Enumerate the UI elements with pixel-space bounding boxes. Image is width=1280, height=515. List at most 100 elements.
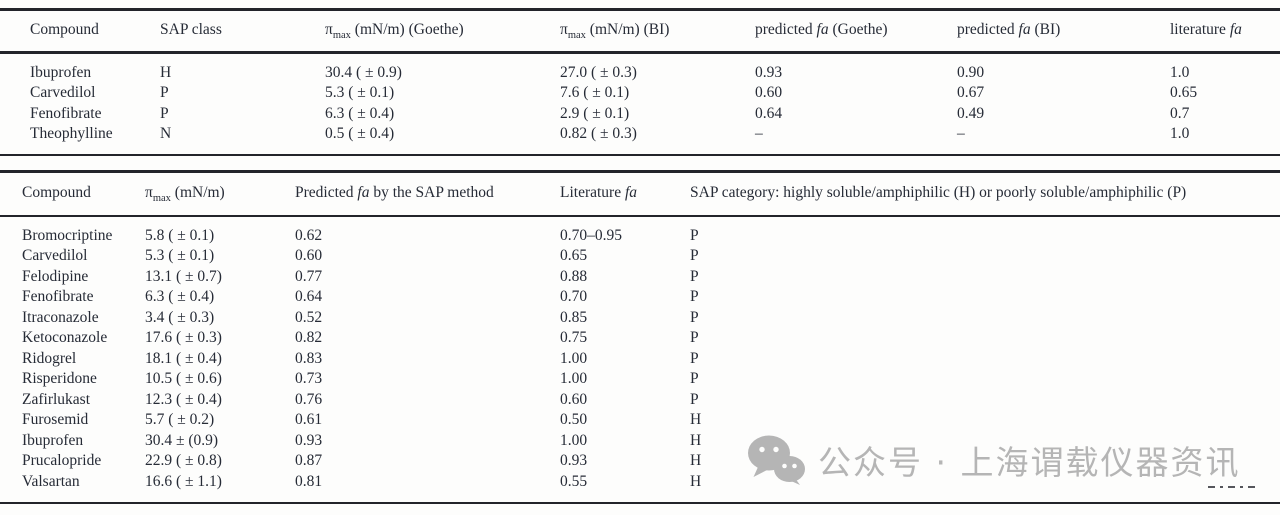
table1-header: Compound SAP class πmax (mN/m) (Goethe) …	[0, 9, 1280, 54]
cell-sap: P	[690, 349, 699, 367]
cell-fa-pred: 0.73	[295, 370, 323, 387]
cell-fa-lit: 1.00	[560, 370, 588, 387]
cell-compound: Ibuprofen	[22, 431, 84, 449]
cell-compound: Fenofibrate	[22, 288, 94, 305]
cell-fa-bi: 0.90	[957, 63, 985, 81]
table-header-row: Compound SAP class πmax (mN/m) (Goethe) …	[0, 9, 1280, 54]
cell-sap: P	[690, 247, 699, 264]
cell-fa-lit: 1.0	[1170, 125, 1190, 142]
cell-sap: P	[690, 308, 699, 326]
cell-compound: Zafirlukast	[22, 390, 91, 408]
table-row: Theophylline N 0.5 ( ± 0.4) 0.82 ( ± 0.3) – –…	[0, 124, 1280, 155]
rule-dash-artifact	[1208, 486, 1256, 488]
col-header-literature-fa: Literature fa	[560, 171, 690, 217]
col-header-literature-fa: literature fa	[1170, 9, 1280, 54]
cell-pi-bi: 2.9 ( ± 0.1)	[560, 104, 630, 122]
cell-pi-goethe: 0.5 ( ± 0.4)	[325, 125, 395, 142]
cell-fa-lit: 0.75	[560, 329, 588, 346]
cell-fa-goethe: 0.60	[755, 84, 783, 101]
cell-pi-bi: 7.6 ( ± 0.1)	[560, 84, 630, 101]
cell-compound: Fenofibrate	[30, 104, 102, 122]
table-row: Ibuprofen 30.4 ± (0.9) 0.93 1.00 H	[0, 431, 1280, 452]
cell-sap: P	[690, 226, 699, 244]
cell-compound: Bromocriptine	[22, 226, 113, 244]
cell-compound: Felodipine	[22, 267, 89, 285]
cell-compound: Ridogrel	[22, 349, 77, 367]
table-row: Risperidone 10.5 ( ± 0.6) 0.73 1.00 P	[0, 369, 1280, 390]
cell-pi-max: 6.3 ( ± 0.4)	[145, 288, 215, 305]
cell-fa-pred: 0.64	[295, 288, 323, 305]
cell-fa-pred: 0.76	[295, 390, 323, 408]
cell-sap: P	[690, 329, 699, 346]
table-row: Furosemid 5.7 ( ± 0.2) 0.61 0.50 H	[0, 410, 1280, 431]
cell-pi-max: 10.5 ( ± 0.6)	[145, 370, 222, 387]
cell-fa-lit: 0.93	[560, 452, 588, 469]
cell-fa-lit: 0.50	[560, 411, 588, 428]
cell-fa-pred: 0.87	[295, 452, 323, 469]
cell-sap: P	[690, 267, 699, 285]
cell-compound: Carvedilol	[22, 247, 88, 264]
cell-fa-lit: 1.0	[1170, 63, 1190, 81]
cell-pi-max: 3.4 ( ± 0.3)	[145, 308, 215, 326]
cell-compound: Itraconazole	[22, 308, 99, 326]
cell-fa-pred: 0.82	[295, 329, 323, 346]
cell-compound: Furosemid	[22, 411, 89, 428]
table1-body: Ibuprofen H 30.4 ( ± 0.9) 27.0 ( ± 0.3) 0.93…	[0, 52, 1280, 155]
table-row: Ketoconazole 17.6 ( ± 0.3) 0.82 0.75 P	[0, 328, 1280, 349]
cell-fa-lit: 1.00	[560, 349, 588, 367]
table-row: Fenofibrate 6.3 ( ± 0.4) 0.64 0.70 P	[0, 287, 1280, 308]
cell-fa-lit: 0.7	[1170, 104, 1190, 122]
cell-sap-class: P	[160, 84, 169, 101]
table-row: Felodipine 13.1 ( ± 0.7) 0.77 0.88 P	[0, 267, 1280, 288]
cell-sap-class: P	[160, 104, 169, 122]
cell-sap: H	[690, 472, 702, 490]
table-header-row: Compound πmax (mN/m) Predicted fa by the…	[0, 171, 1280, 217]
cell-compound: Theophylline	[30, 125, 113, 142]
cell-pi-max: 17.6 ( ± 0.3)	[145, 329, 222, 346]
cell-compound: Valsartan	[22, 472, 80, 490]
table-row: Valsartan 16.6 ( ± 1.1) 0.81 0.55 H	[0, 472, 1280, 504]
cell-fa-goethe: 0.64	[755, 104, 783, 122]
cell-pi-goethe: 5.3 ( ± 0.1)	[325, 84, 395, 101]
table-row: Carvedilol P 5.3 ( ± 0.1) 7.6 ( ± 0.1) 0.60 0…	[0, 83, 1280, 104]
table-row: Zafirlukast 12.3 ( ± 0.4) 0.76 0.60 P	[0, 390, 1280, 411]
table-row: Prucalopride 22.9 ( ± 0.8) 0.87 0.93 H	[0, 451, 1280, 472]
cell-sap-class: N	[160, 125, 172, 142]
cell-compound: Ibuprofen	[30, 63, 92, 81]
cell-compound: Ketoconazole	[22, 329, 108, 346]
cell-pi-max: 12.3 ( ± 0.4)	[145, 390, 222, 408]
cell-compound: Carvedilol	[30, 84, 96, 101]
cell-sap: H	[690, 452, 702, 469]
col-header-compound: Compound	[0, 171, 145, 217]
cell-sap-class: H	[160, 63, 172, 81]
col-header-pi-max: πmax (mN/m)	[145, 171, 295, 217]
cell-fa-pred: 0.93	[295, 431, 323, 449]
cell-fa-pred: 0.52	[295, 308, 323, 326]
cell-fa-goethe: –	[755, 125, 763, 142]
cell-fa-lit: 0.55	[560, 472, 588, 490]
cell-fa-pred: 0.83	[295, 349, 323, 367]
cell-pi-max: 5.3 ( ± 0.1)	[145, 247, 215, 264]
cell-pi-max: 18.1 ( ± 0.4)	[145, 349, 222, 367]
cell-sap: P	[690, 390, 699, 408]
cell-fa-bi: 0.49	[957, 104, 985, 122]
cell-fa-pred: 0.60	[295, 247, 323, 264]
cell-pi-max: 30.4 ± (0.9)	[145, 431, 219, 449]
table-row: Ibuprofen H 30.4 ( ± 0.9) 27.0 ( ± 0.3) 0.93…	[0, 52, 1280, 83]
cell-compound: Risperidone	[22, 370, 97, 387]
cell-pi-max: 22.9 ( ± 0.8)	[145, 452, 222, 469]
table-row: Carvedilol 5.3 ( ± 0.1) 0.60 0.65 P	[0, 246, 1280, 267]
cell-sap: H	[690, 411, 702, 428]
cell-pi-max: 5.7 ( ± 0.2)	[145, 411, 215, 428]
table2-body: Bromocriptine 5.8 ( ± 0.1) 0.62 0.70–0.95 P C…	[0, 216, 1280, 504]
cell-pi-goethe: 30.4 ( ± 0.9)	[325, 63, 402, 81]
table-sap-class-comparison: Compound SAP class πmax (mN/m) (Goethe) …	[0, 8, 1280, 156]
table-row: Itraconazole 3.4 ( ± 0.3) 0.52 0.85 P	[0, 308, 1280, 329]
cell-sap: P	[690, 370, 699, 387]
table-sap-predictions: Compound πmax (mN/m) Predicted fa by the…	[0, 170, 1280, 504]
col-header-compound: Compound	[0, 9, 160, 54]
col-header-pi-max-goethe: πmax (mN/m) (Goethe)	[325, 9, 560, 54]
cell-fa-lit: 0.65	[560, 247, 588, 264]
cell-pi-max: 16.6 ( ± 1.1)	[145, 472, 222, 490]
